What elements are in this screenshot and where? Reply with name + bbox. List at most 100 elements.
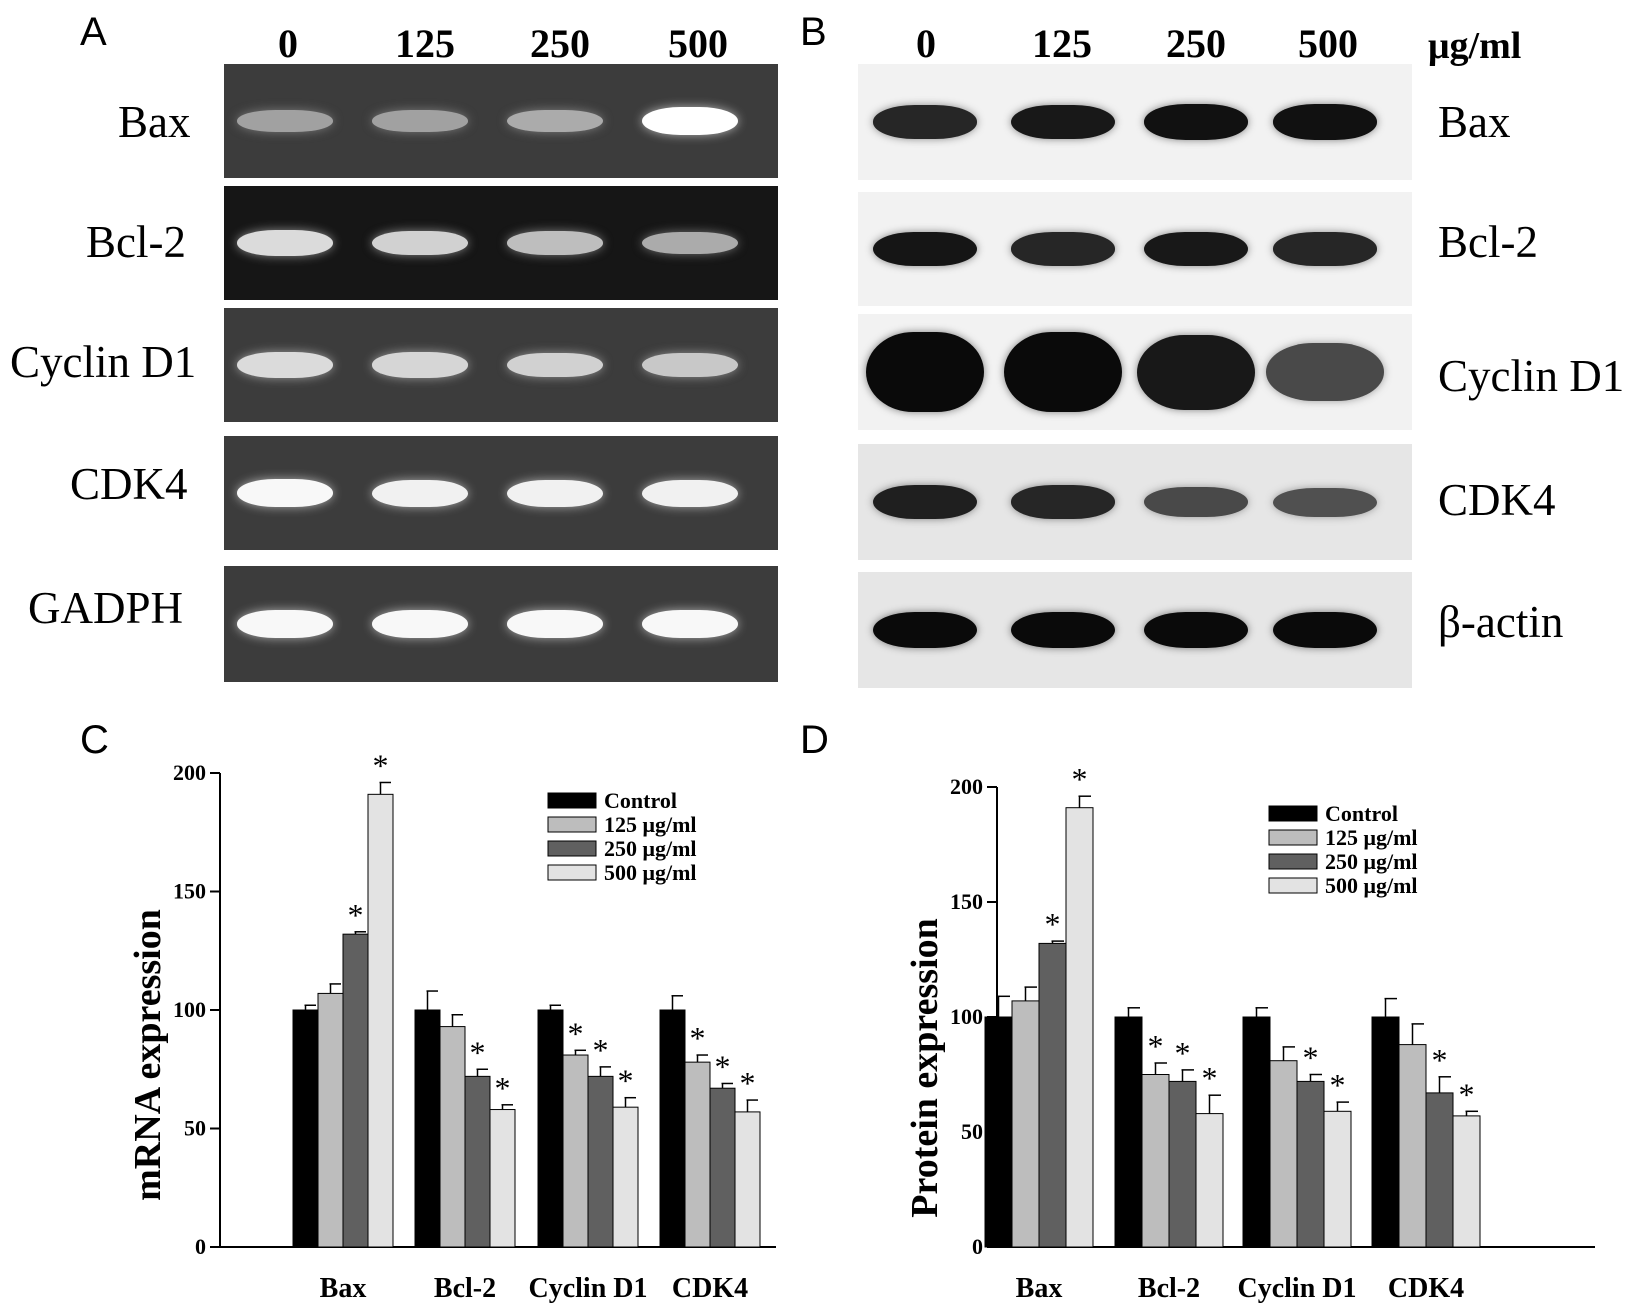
bar	[537, 1009, 564, 1248]
gel-band	[237, 230, 333, 256]
bar	[1323, 1110, 1352, 1248]
bar	[317, 992, 344, 1248]
legend-entry: 250 μg/ml	[604, 836, 697, 861]
x-tick-label: Bax	[320, 1273, 367, 1304]
significance-marker: *	[373, 747, 389, 783]
legend-entry: 125 μg/ml	[604, 812, 697, 837]
x-tick-label: CDK4	[1388, 1273, 1464, 1304]
blot-band	[1137, 334, 1255, 410]
bar	[464, 1075, 491, 1248]
gel-band	[642, 352, 738, 378]
blot-band	[1011, 612, 1115, 648]
blot-band	[1144, 612, 1248, 648]
blot-band	[1273, 487, 1377, 517]
gel-band	[507, 479, 603, 507]
significance-marker: *	[1175, 1035, 1191, 1071]
blot-band	[1011, 485, 1115, 519]
blot-band	[1273, 612, 1377, 648]
legend-swatch	[547, 840, 597, 857]
significance-marker: *	[568, 1015, 584, 1051]
lane-label: 250	[530, 21, 590, 66]
blot-band	[873, 231, 977, 267]
gel-band	[372, 230, 468, 256]
bar	[1011, 1000, 1040, 1248]
concentration-unit: μg/ml	[1428, 25, 1522, 67]
chart-protein-expression: Protein expression 0 50 100 150 200 * * Bax * * * B…	[904, 761, 1595, 1304]
legend-entry: 500 μg/ml	[604, 860, 697, 885]
bar	[984, 1016, 1013, 1248]
blot-band	[1144, 231, 1248, 267]
x-tick-label: Bcl-2	[434, 1273, 496, 1304]
bar	[1114, 1016, 1143, 1248]
blot-row-label: CDK4	[1438, 475, 1556, 525]
y-tick-label: 200	[950, 774, 983, 799]
lane-label: 0	[916, 21, 936, 66]
significance-marker: *	[593, 1032, 609, 1068]
significance-marker: *	[1330, 1067, 1346, 1103]
lane-label: 250	[1166, 21, 1226, 66]
legend-entry: Control	[1325, 801, 1398, 826]
significance-marker: *	[1045, 906, 1061, 942]
significance-marker: *	[1459, 1076, 1475, 1112]
bar	[1038, 942, 1067, 1248]
legend-swatch	[1268, 805, 1318, 822]
significance-marker: *	[1148, 1028, 1164, 1064]
blot-row-label: Bax	[1438, 97, 1511, 147]
gel-strip-bcl2	[224, 186, 778, 300]
bar	[489, 1109, 516, 1248]
lane-label: 125	[395, 21, 455, 66]
bar	[1168, 1080, 1197, 1248]
x-tick-label: CDK4	[672, 1273, 748, 1304]
panel-letter-c: C	[80, 718, 109, 762]
bar	[1195, 1113, 1224, 1248]
y-axis-label: Protein expression	[904, 918, 946, 1217]
bar	[1141, 1074, 1170, 1248]
legend-swatch	[1268, 877, 1318, 894]
gel-band	[237, 352, 333, 378]
bar	[1425, 1092, 1454, 1248]
gel-band	[507, 610, 603, 638]
significance-marker: *	[618, 1063, 634, 1099]
gel-band	[642, 479, 738, 507]
y-tick-label: 50	[184, 1116, 206, 1141]
lane-label: 125	[1032, 21, 1092, 66]
bar	[709, 1087, 736, 1248]
panel-letter-b: B	[800, 10, 827, 54]
x-tick-label: Cyclin D1	[1238, 1273, 1357, 1304]
legend-swatch	[1268, 853, 1318, 870]
legend-entry: 250 μg/ml	[1325, 849, 1418, 874]
gel-row-label: Bax	[118, 97, 191, 147]
blot-band	[1011, 104, 1115, 140]
blot-band	[873, 105, 977, 139]
bar	[292, 1009, 319, 1248]
gel-band	[372, 110, 468, 132]
bar	[1398, 1044, 1427, 1248]
blot-band	[866, 332, 984, 412]
gel-row-label: Cyclin D1	[10, 337, 197, 387]
bar	[367, 793, 394, 1248]
blot-band	[1011, 232, 1115, 266]
y-tick-label: 0	[195, 1234, 206, 1259]
y-tick-label: 100	[950, 1004, 983, 1029]
y-tick-label: 150	[950, 889, 983, 914]
gel-band	[507, 231, 603, 255]
blot-strip-cyclin-d1	[858, 314, 1412, 430]
gel-band	[507, 352, 603, 378]
gel-band	[237, 479, 333, 507]
bar	[1269, 1060, 1298, 1248]
significance-marker: *	[1303, 1040, 1319, 1076]
blot-band	[1273, 104, 1377, 140]
significance-marker: *	[690, 1020, 706, 1056]
blot-strip-bcl2	[858, 192, 1412, 306]
bar	[1452, 1115, 1481, 1248]
significance-marker: *	[715, 1048, 731, 1084]
blot-strip-beta-actin	[858, 572, 1412, 688]
gel-band	[642, 610, 738, 638]
bar	[439, 1026, 466, 1248]
gel-band	[372, 352, 468, 378]
panel-letter-a: A	[80, 10, 107, 54]
legend-entry: Control	[604, 788, 677, 813]
blot-strip-cdk4	[858, 444, 1412, 560]
lane-label: 500	[668, 21, 728, 66]
gel-band	[237, 610, 333, 638]
